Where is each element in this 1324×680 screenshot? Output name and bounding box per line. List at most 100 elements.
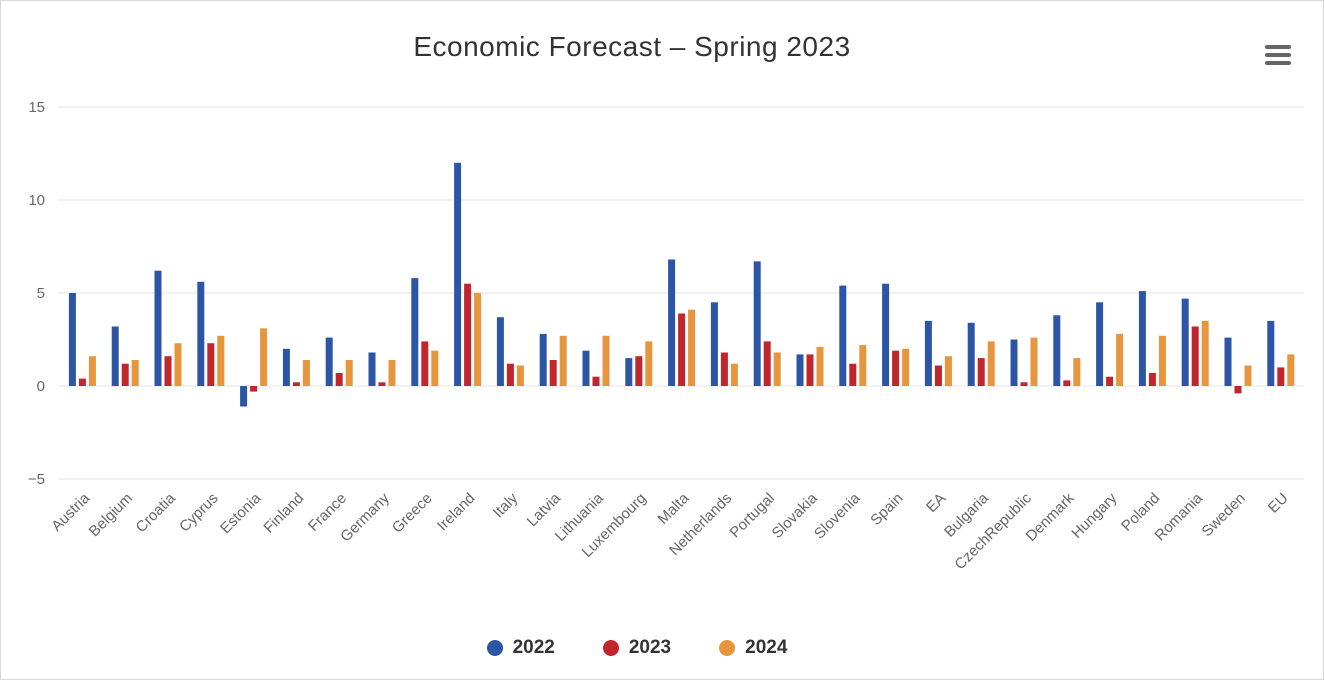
bar-Malta-2023[interactable] xyxy=(678,313,686,387)
hamburger-menu-icon[interactable] xyxy=(1265,45,1291,65)
y-tick-label-15: 15 xyxy=(28,99,45,116)
bar-Belgium-2024[interactable] xyxy=(131,360,139,386)
bar-Cyprus-2024[interactable] xyxy=(217,335,225,386)
bar-Estonia-2023[interactable] xyxy=(250,386,258,392)
bar-Cyprus-2023[interactable] xyxy=(207,343,215,386)
bar-CzechRepublic-2022[interactable] xyxy=(1010,339,1018,387)
legend-marker-2024 xyxy=(719,640,736,656)
bar-Sweden-2024[interactable] xyxy=(1244,365,1252,387)
bar-Germany-2022[interactable] xyxy=(368,352,376,387)
bar-Luxembourg-2022[interactable] xyxy=(625,358,633,386)
bar-Estonia-2022[interactable] xyxy=(240,386,248,407)
bar-Ireland-2024[interactable] xyxy=(474,293,482,386)
x-label-Croatia: Croatia xyxy=(133,489,180,536)
bar-Netherlands-2022[interactable] xyxy=(710,302,718,386)
bar-Lithuania-2024[interactable] xyxy=(602,335,610,386)
legend-item-2024[interactable]: 2024 xyxy=(719,637,787,659)
bar-Sweden-2023[interactable] xyxy=(1234,386,1242,394)
bar-EA-2024[interactable] xyxy=(944,356,952,386)
bar-Portugal-2022[interactable] xyxy=(753,261,761,386)
bar-Bulgaria-2023[interactable] xyxy=(977,358,985,386)
x-label-Latvia: Latvia xyxy=(524,489,565,530)
bar-Slovakia-2023[interactable] xyxy=(806,354,814,386)
x-label-Estonia: Estonia xyxy=(217,489,265,537)
menu-bar xyxy=(1265,45,1291,49)
bar-Italy-2023[interactable] xyxy=(506,363,514,386)
bar-Greece-2024[interactable] xyxy=(431,350,439,386)
bar-EU-2024[interactable] xyxy=(1287,354,1295,386)
bar-CzechRepublic-2023[interactable] xyxy=(1020,382,1028,386)
bar-France-2023[interactable] xyxy=(335,373,343,386)
bar-Poland-2024[interactable] xyxy=(1158,335,1166,386)
bar-Poland-2023[interactable] xyxy=(1148,373,1156,386)
bar-Finland-2024[interactable] xyxy=(302,360,310,386)
y-tick-label-10: 10 xyxy=(28,192,45,209)
bar-Denmark-2023[interactable] xyxy=(1063,380,1071,386)
bar-Austria-2022[interactable] xyxy=(68,293,76,386)
bar-Romania-2024[interactable] xyxy=(1201,320,1209,386)
bar-EA-2023[interactable] xyxy=(934,365,942,387)
bar-Luxembourg-2023[interactable] xyxy=(635,356,643,386)
bar-Finland-2023[interactable] xyxy=(292,382,300,386)
bar-Austria-2024[interactable] xyxy=(88,356,96,386)
bar-Latvia-2023[interactable] xyxy=(549,360,557,386)
bar-Denmark-2022[interactable] xyxy=(1053,315,1061,386)
legend-marker-2023 xyxy=(602,640,619,656)
legend-item-2022[interactable]: 2022 xyxy=(486,637,555,659)
bar-Latvia-2022[interactable] xyxy=(539,333,547,386)
bar-Slovenia-2024[interactable] xyxy=(859,345,867,386)
bar-Germany-2023[interactable] xyxy=(378,382,386,386)
bar-Belgium-2022[interactable] xyxy=(111,326,119,387)
bar-Poland-2022[interactable] xyxy=(1138,291,1146,386)
bar-Luxembourg-2024[interactable] xyxy=(645,341,653,386)
bar-Croatia-2023[interactable] xyxy=(164,356,172,386)
bar-CzechRepublic-2024[interactable] xyxy=(1030,337,1038,386)
bar-Ireland-2023[interactable] xyxy=(464,283,472,386)
bar-Bulgaria-2024[interactable] xyxy=(987,341,995,386)
bar-Slovakia-2022[interactable] xyxy=(796,354,804,386)
bar-Malta-2024[interactable] xyxy=(688,309,696,386)
bar-Spain-2024[interactable] xyxy=(902,348,910,386)
bar-EU-2023[interactable] xyxy=(1277,367,1285,386)
bar-Bulgaria-2022[interactable] xyxy=(967,322,975,386)
bar-Romania-2023[interactable] xyxy=(1191,326,1199,387)
bar-Romania-2022[interactable] xyxy=(1181,298,1189,386)
bar-Belgium-2023[interactable] xyxy=(121,363,129,386)
bar-Spain-2022[interactable] xyxy=(882,283,890,386)
bar-Austria-2023[interactable] xyxy=(78,378,86,386)
bar-Ireland-2022[interactable] xyxy=(454,162,462,386)
bar-Denmark-2024[interactable] xyxy=(1073,358,1081,386)
bar-Germany-2024[interactable] xyxy=(388,360,396,386)
bar-Sweden-2022[interactable] xyxy=(1224,337,1232,386)
bar-Lithuania-2023[interactable] xyxy=(592,376,600,386)
bar-Cyprus-2022[interactable] xyxy=(197,281,205,386)
bar-Finland-2022[interactable] xyxy=(282,348,290,386)
bar-Portugal-2023[interactable] xyxy=(763,341,771,386)
bar-Estonia-2024[interactable] xyxy=(260,328,268,386)
x-label-Slovenia: Slovenia xyxy=(811,489,864,542)
bar-Croatia-2022[interactable] xyxy=(154,270,162,386)
bar-Slovenia-2023[interactable] xyxy=(849,363,857,386)
bar-Latvia-2024[interactable] xyxy=(559,335,567,386)
bar-Netherlands-2024[interactable] xyxy=(730,363,738,386)
bar-France-2024[interactable] xyxy=(345,360,353,386)
bar-Italy-2022[interactable] xyxy=(496,317,504,386)
bar-France-2022[interactable] xyxy=(325,337,333,386)
bar-Portugal-2024[interactable] xyxy=(773,352,781,387)
bar-Lithuania-2022[interactable] xyxy=(582,350,590,386)
bar-Greece-2023[interactable] xyxy=(421,341,429,386)
bar-EA-2022[interactable] xyxy=(924,320,932,386)
bar-EU-2022[interactable] xyxy=(1267,320,1275,386)
bar-Netherlands-2023[interactable] xyxy=(720,352,728,387)
bar-Greece-2022[interactable] xyxy=(411,278,419,386)
bar-Italy-2024[interactable] xyxy=(516,365,524,387)
bar-Hungary-2024[interactable] xyxy=(1116,333,1124,386)
bar-Malta-2022[interactable] xyxy=(668,259,676,387)
bar-Croatia-2024[interactable] xyxy=(174,343,182,386)
bar-Slovenia-2022[interactable] xyxy=(839,285,847,386)
legend-item-2023[interactable]: 2023 xyxy=(602,637,671,659)
bar-Slovakia-2024[interactable] xyxy=(816,346,824,386)
bar-Hungary-2022[interactable] xyxy=(1096,302,1104,386)
bar-Spain-2023[interactable] xyxy=(892,350,900,386)
bar-Hungary-2023[interactable] xyxy=(1106,376,1114,386)
